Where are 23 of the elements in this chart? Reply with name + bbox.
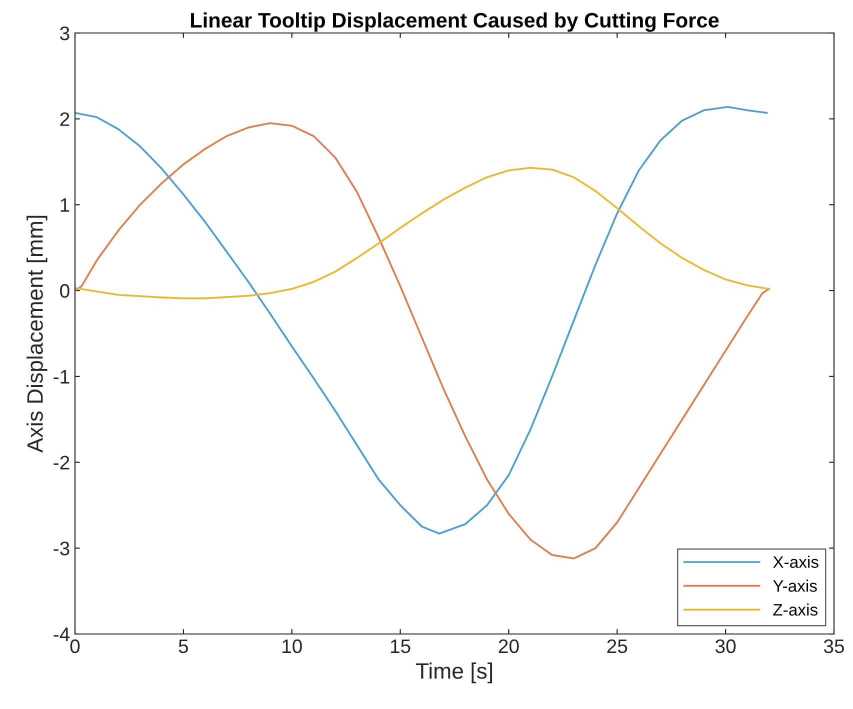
legend-label: X-axis [773,556,818,568]
legend-label: Y-axis [773,580,817,592]
y-axis-title: Axis Displacement [mm] [26,216,48,453]
y-tick-label: 2 [60,112,70,126]
line-series [75,166,770,300]
y-tick-label: -4 [54,628,70,642]
x-tick-label: 15 [390,640,410,654]
x-axis-title: Time [s] [416,662,492,684]
x-tick-label: 35 [824,639,844,654]
x-tick-label: 10 [282,639,302,654]
chart-title: Linear Tooltip Displacement Caused by Cutting Force [191,12,719,32]
y-tick-label: 1 [60,198,70,212]
x-tick-label: 30 [716,639,736,654]
x-tick-label: 0 [70,639,80,654]
y-tick-label: 0 [60,284,70,298]
x-tick-label: 25 [607,639,628,654]
legend-label: Z-axis [773,603,818,616]
y-tick-label: -3 [54,542,70,556]
y-tick-label: -1 [54,370,70,384]
y-tick-label: -2 [54,456,70,470]
x-tick-label: 5 [178,640,188,654]
y-tick-label: 3 [60,26,70,40]
x-tick-label: 20 [498,639,519,654]
